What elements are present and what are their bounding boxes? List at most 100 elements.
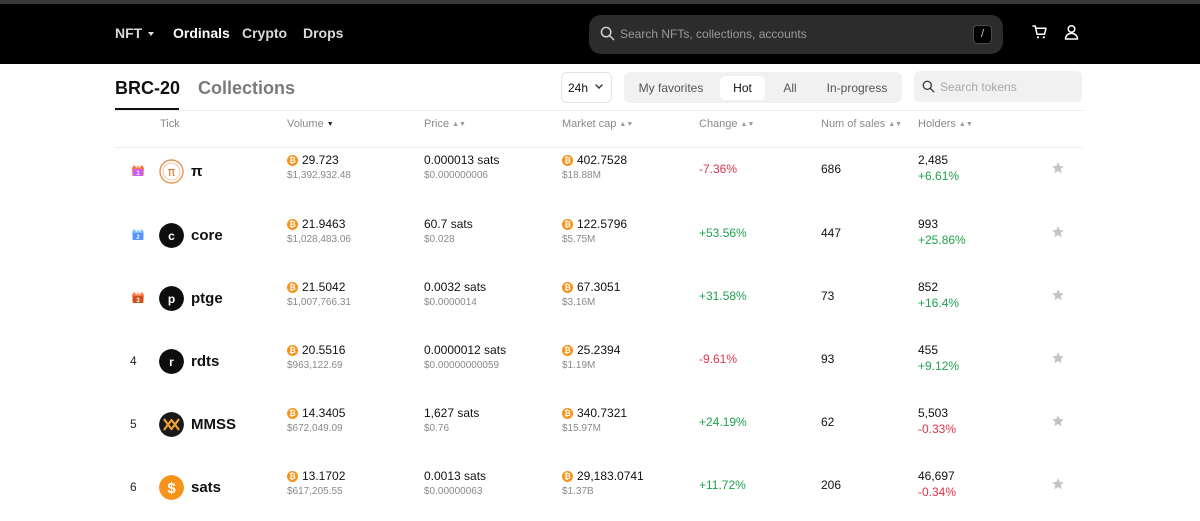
favorite-star-icon[interactable] bbox=[1051, 161, 1065, 175]
volume-usd: $617,205.55 bbox=[287, 486, 343, 497]
price-usd: $0.00000063 bbox=[424, 486, 483, 497]
price-change: -9.61% bbox=[699, 352, 738, 366]
num-sales: 206 bbox=[821, 478, 842, 492]
column-header-holders[interactable]: Holders ▲▼ bbox=[918, 118, 973, 130]
favorite-star-icon[interactable] bbox=[1051, 351, 1065, 365]
user-account-icon[interactable] bbox=[1064, 24, 1079, 40]
price-change: -7.36% bbox=[699, 162, 738, 176]
token-tick[interactable]: ptge bbox=[191, 290, 223, 307]
num-sales: 73 bbox=[821, 289, 835, 303]
column-header-change-label: Change bbox=[699, 118, 738, 130]
price-sats: 0.0000012 sats bbox=[424, 343, 507, 357]
cart-icon[interactable] bbox=[1032, 24, 1048, 40]
bitcoin-icon: ₿ bbox=[562, 282, 573, 293]
segment-all[interactable]: All bbox=[783, 81, 797, 95]
token-row[interactable]: 1 π π ₿ 29.723 $1,392,932.48 0.000013 sa… bbox=[0, 142, 1200, 205]
token-logo: c bbox=[159, 223, 184, 248]
favorite-star-icon[interactable] bbox=[1051, 288, 1065, 302]
token-row[interactable]: 4 r rdts ₿ 20.5516 $963,122.69 0.0000012… bbox=[0, 332, 1200, 395]
market-cap-btc: 67.3051 bbox=[577, 280, 621, 294]
segment-in-progress[interactable]: In-progress bbox=[826, 81, 888, 95]
volume-usd: $672,049.09 bbox=[287, 423, 343, 434]
token-logo-glyph: p bbox=[168, 292, 175, 306]
token-tick[interactable]: MMSS bbox=[191, 416, 236, 433]
column-header-volume[interactable]: Volume ▼ bbox=[287, 118, 334, 130]
holders-count: 46,697 bbox=[918, 469, 955, 483]
nav-ordinals[interactable]: Ordinals bbox=[173, 25, 230, 41]
bitcoin-icon: ₿ bbox=[562, 155, 573, 166]
rank-number: 5 bbox=[130, 417, 137, 431]
token-logo-glyph: r bbox=[169, 355, 174, 369]
token-row[interactable]: 3 p ptge ₿ 21.5042 $1,007,766.31 0.0032 … bbox=[0, 269, 1200, 332]
tab-collections[interactable]: Collections bbox=[198, 78, 296, 98]
period-select-value: 24h bbox=[568, 81, 589, 95]
column-header-market-cap-label: Market cap bbox=[562, 118, 617, 130]
filter-segmented-control: My favorites Hot All In-progress bbox=[624, 72, 902, 103]
rank-badge-number: 1 bbox=[136, 171, 140, 177]
market-cap-btc: 29,183.0741 bbox=[577, 469, 644, 483]
favorite-star-icon[interactable] bbox=[1051, 414, 1065, 428]
holders-change: +25.86% bbox=[918, 233, 966, 247]
token-tick[interactable]: sats bbox=[191, 479, 222, 496]
column-header-price[interactable]: Price ▲▼ bbox=[424, 118, 466, 130]
token-search[interactable] bbox=[914, 71, 1082, 102]
bitcoin-icon: ₿ bbox=[562, 471, 573, 482]
segment-hot[interactable]: Hot bbox=[720, 76, 765, 100]
nav-crypto[interactable]: Crypto bbox=[242, 25, 288, 41]
token-tick[interactable]: π bbox=[191, 163, 203, 180]
token-row[interactable]: 2 c core ₿ 21.9463 $1,028,483.06 60.7 sa… bbox=[0, 206, 1200, 269]
nav-drops[interactable]: Drops bbox=[303, 25, 344, 41]
sort-icon: ▲▼ bbox=[958, 121, 973, 128]
token-tick[interactable]: core bbox=[191, 227, 223, 244]
column-header-change[interactable]: Change ▲▼ bbox=[699, 118, 754, 130]
market-cap-usd: $5.75M bbox=[562, 234, 596, 245]
price-change: +24.19% bbox=[699, 415, 747, 429]
column-header-holders-label: Holders bbox=[918, 118, 956, 130]
segment-my-favorites[interactable]: My favorites bbox=[638, 81, 704, 95]
holders-change: +16.4% bbox=[918, 296, 960, 310]
nav-nft-dropdown[interactable]: NFT bbox=[115, 25, 155, 41]
market-cap-btc: 340.7321 bbox=[577, 406, 628, 420]
favorite-star-icon[interactable] bbox=[1051, 477, 1065, 491]
volume-usd: $1,392,932.48 bbox=[287, 170, 351, 181]
global-search[interactable]: / bbox=[589, 15, 1003, 54]
token-row[interactable]: 6 $ sats ₿ 13.1702 $617,205.55 0.0013 sa… bbox=[0, 458, 1200, 521]
market-cap-usd: $15.97M bbox=[562, 423, 601, 434]
sort-icon: ▲▼ bbox=[619, 121, 634, 128]
bitcoin-icon: ₿ bbox=[562, 408, 573, 419]
column-header-market-cap[interactable]: Market cap ▲▼ bbox=[562, 118, 633, 130]
tabs-divider bbox=[115, 110, 1083, 111]
token-logo: r bbox=[159, 349, 184, 374]
search-icon bbox=[922, 80, 935, 93]
price-sats: 1,627 sats bbox=[424, 406, 480, 420]
bitcoin-icon: ₿ bbox=[562, 345, 573, 356]
price-change: +53.56% bbox=[699, 226, 747, 240]
column-header-num-sales[interactable]: Num of sales ▲▼ bbox=[821, 118, 902, 130]
token-tick[interactable]: rdts bbox=[191, 353, 220, 370]
token-logo: p bbox=[159, 286, 184, 311]
holders-count: 2,485 bbox=[918, 153, 949, 167]
volume-usd: $1,007,766.31 bbox=[287, 297, 351, 308]
market-cap-btc: 402.7528 bbox=[577, 153, 628, 167]
token-logo-glyph: π bbox=[168, 165, 175, 179]
token-row[interactable]: 5 MMSS ₿ 14.3405 $672,049.09 1,627 sats … bbox=[0, 395, 1200, 458]
column-header-volume-label: Volume bbox=[287, 118, 324, 130]
token-logo-glyph: $ bbox=[167, 480, 176, 497]
chevron-down-icon bbox=[595, 84, 603, 89]
favorite-star-icon[interactable] bbox=[1051, 225, 1065, 239]
price-usd: $0.028 bbox=[424, 234, 455, 245]
column-header-tick: Tick bbox=[160, 118, 180, 130]
period-select[interactable]: 24h bbox=[561, 72, 612, 103]
market-cap-usd: $1.37B bbox=[562, 486, 594, 497]
global-search-input[interactable] bbox=[620, 24, 960, 44]
window-top-strip bbox=[0, 0, 1200, 4]
bitcoin-icon: ₿ bbox=[287, 345, 298, 356]
sort-icon: ▲▼ bbox=[452, 121, 466, 128]
column-header-price-label: Price bbox=[424, 118, 450, 130]
rank-number: 4 bbox=[130, 354, 137, 368]
price-sats: 60.7 sats bbox=[424, 217, 473, 231]
volume-usd: $1,028,483.06 bbox=[287, 234, 351, 245]
token-search-input[interactable] bbox=[940, 77, 1075, 97]
tab-brc20[interactable]: BRC-20 bbox=[115, 78, 181, 98]
price-usd: $0.00000000059 bbox=[424, 360, 500, 371]
